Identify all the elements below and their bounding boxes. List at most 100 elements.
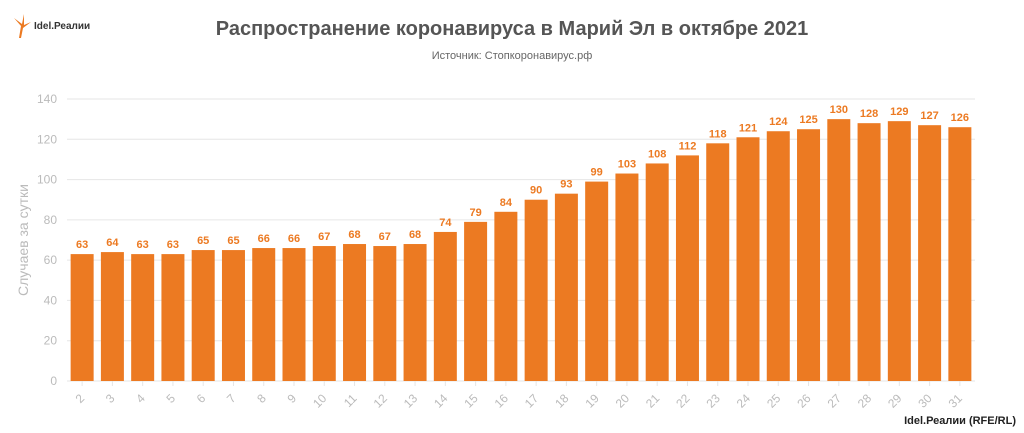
x-tick-label: 11 [341,391,360,410]
data-label: 112 [679,140,697,152]
data-label: 103 [618,159,636,171]
data-label: 63 [137,239,149,251]
data-label: 68 [348,229,360,241]
y-tick-label: 140 [37,92,57,106]
credit: Idel.Реалии (RFE/RL) [904,415,1016,427]
x-tick-label: 7 [224,391,239,406]
data-label: 63 [167,239,179,251]
y-tick-label: 120 [37,132,57,146]
x-tick-label: 14 [431,391,451,411]
x-tick-label: 15 [461,391,481,411]
bar [585,181,609,381]
bar [554,193,578,381]
bar [827,119,851,382]
data-label: 63 [76,239,88,251]
x-tick-label: 22 [673,391,693,411]
bar [70,254,94,381]
bar [766,131,790,381]
x-tick-label: 6 [194,391,209,406]
x-tick-label: 18 [552,391,572,411]
data-label: 93 [560,179,572,191]
bar [403,244,427,381]
data-label: 118 [709,128,727,140]
x-tick-label: 5 [163,391,178,406]
data-label: 127 [920,110,938,122]
bar [706,143,730,381]
bar [252,248,276,381]
logo: Idel.Реалии [10,14,90,38]
x-tick-label: 4 [133,391,148,406]
bar [524,199,548,381]
bar [494,211,518,381]
x-tick-label: 26 [794,391,814,411]
x-tick-label: 8 [254,391,269,406]
bar [615,173,639,381]
bar [312,246,336,381]
x-tick-label: 2 [73,391,88,406]
bar [675,155,699,381]
data-label: 126 [951,112,969,124]
x-tick-label: 27 [825,391,845,411]
data-label: 66 [258,233,270,245]
x-tick-label: 23 [704,391,724,411]
bar [645,163,669,381]
data-label: 121 [739,122,757,134]
bar [736,137,760,381]
y-tick-label: 80 [44,213,58,227]
x-tick-label: 19 [582,391,602,411]
data-label: 84 [500,197,513,209]
data-label: 74 [439,217,452,229]
bar [373,246,397,381]
data-label: 65 [227,235,239,247]
x-tick-label: 28 [855,391,875,411]
data-label: 68 [409,229,421,241]
x-tick-label: 21 [643,391,663,411]
bar [797,129,821,381]
chart-subtitle: Источник: Стопкоронавирус.рф [431,50,593,62]
bar [887,121,911,382]
data-label: 64 [106,237,119,249]
x-tick-label: 24 [734,391,754,411]
bar [857,123,881,382]
bar [464,221,488,381]
bar [161,254,185,381]
bar [100,252,124,381]
data-label: 124 [769,116,788,128]
x-tick-label: 25 [764,391,784,411]
bar [343,244,367,381]
y-tick-label: 60 [44,253,58,267]
y-tick-label: 100 [37,173,57,187]
x-tick-label: 13 [401,391,421,411]
y-tick-label: 40 [44,293,58,307]
data-label: 99 [591,167,603,179]
y-tick-label: 0 [50,374,57,388]
data-label: 66 [288,233,300,245]
data-label: 90 [530,185,542,197]
logo-icon [14,14,31,38]
bar [918,125,942,381]
bar [131,254,155,381]
x-tick-label: 31 [946,391,966,411]
x-tick-label: 17 [522,391,542,411]
bar [433,231,457,381]
x-tick-label: 9 [284,391,299,406]
logo-text: Idel.Реалии [34,20,91,32]
data-label: 65 [197,235,209,247]
data-label: 67 [318,231,330,243]
x-tick-label: 16 [492,391,512,411]
x-tick-label: 20 [613,391,633,411]
data-label: 125 [799,114,817,126]
data-label: 79 [469,207,481,219]
x-tick-label: 12 [371,391,391,411]
y-axis-label: Случаев за сутки [15,184,31,296]
data-label: 108 [648,148,666,160]
y-tick-label: 20 [44,334,58,348]
data-label: 129 [890,106,908,118]
data-label: 128 [860,108,878,120]
bar [191,250,215,381]
bar [282,248,306,381]
x-tick-label: 29 [885,391,905,411]
data-label: 67 [379,231,391,243]
chart-title: Распространение коронавируса в Марий Эл … [215,18,809,40]
